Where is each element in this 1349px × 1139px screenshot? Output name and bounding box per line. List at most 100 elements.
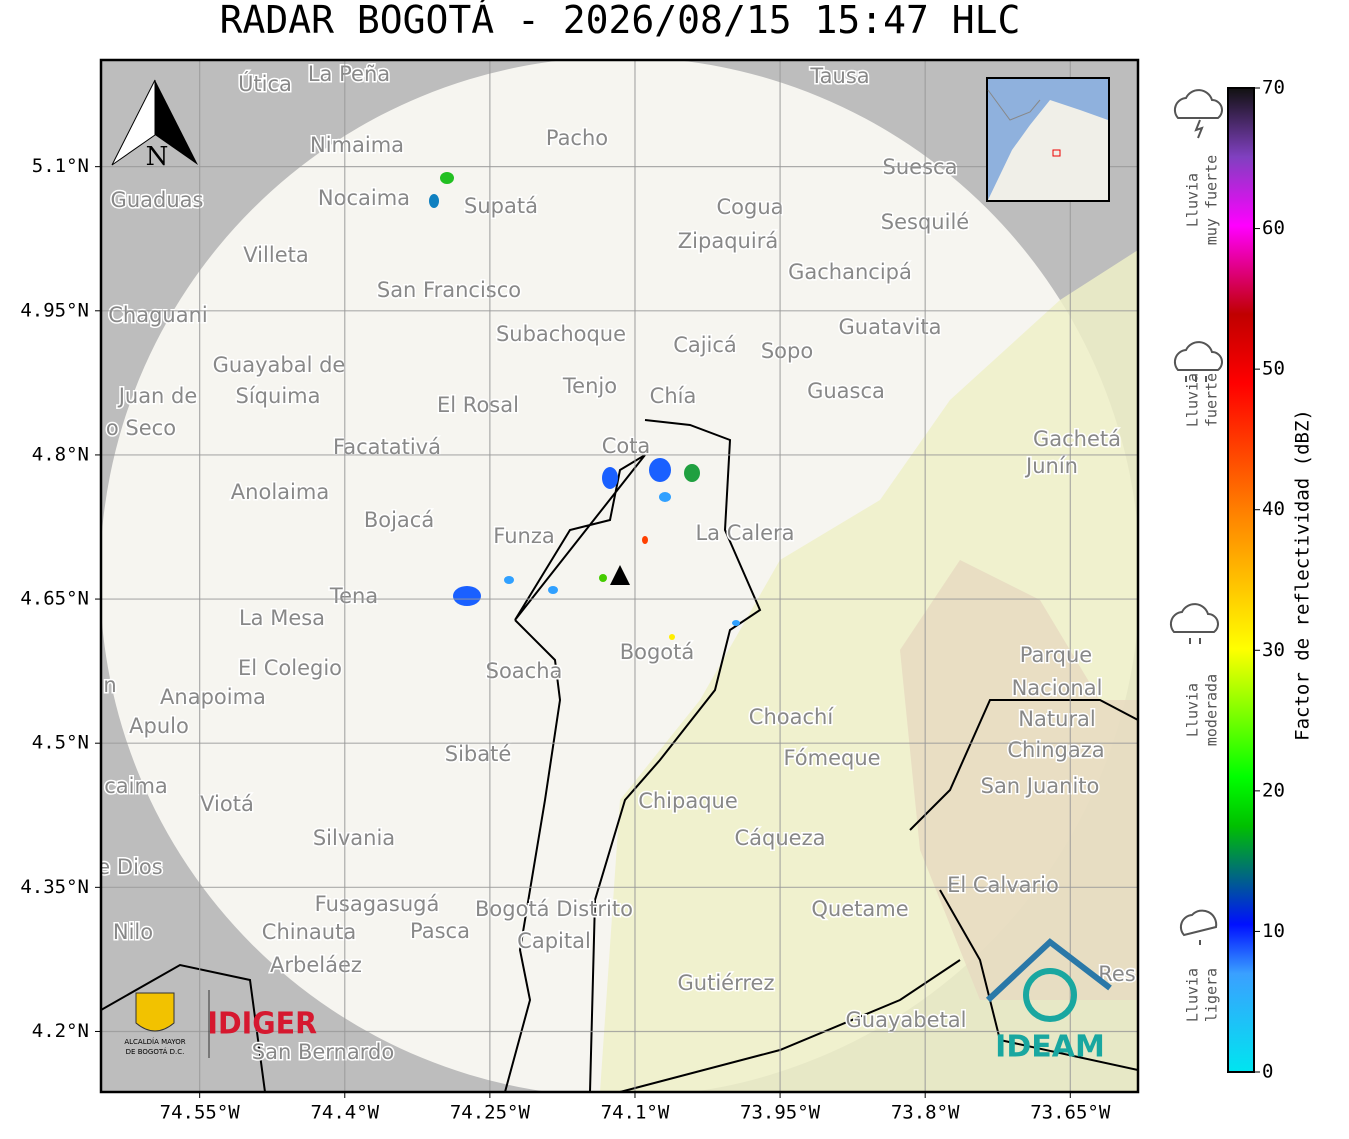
x-tick-label: 74.1°W (601, 1102, 670, 1124)
radar-echoes (429, 172, 740, 640)
place-label: Soacha (486, 659, 563, 683)
place-label: Bojacá (364, 508, 434, 532)
place-label: Gachancipá (788, 260, 912, 284)
legend-label: Lluvia (1184, 968, 1202, 1022)
place-label: Guaduas (111, 188, 204, 212)
place-label: San Bernardo (252, 1040, 394, 1064)
place-label: n (103, 673, 116, 697)
place-label: Útica (238, 71, 292, 96)
legend-label: Lluvia (1184, 373, 1202, 427)
map-frame (99, 58, 1140, 1094)
place-label: Bogotá (620, 640, 695, 664)
colorbar-tick-label: 40 (1262, 498, 1285, 520)
place-label: Fómeque (783, 746, 880, 770)
place-label: Choachí (749, 705, 835, 729)
place-label: Apulo (129, 714, 189, 738)
place-label: Guayabetal (846, 1008, 967, 1032)
place-label: Villeta (243, 243, 308, 267)
legend-label: moderada (1203, 674, 1221, 746)
place-label: Nilo (113, 920, 153, 944)
colorbar-tick-label: 50 (1262, 358, 1285, 380)
place-label: Silvania (313, 826, 395, 850)
north-label: N (146, 142, 169, 172)
title: RADAR BOGOTÁ - 2026/08/15 15:47 HLC (220, 0, 1021, 42)
place-label: Junín (1024, 454, 1078, 478)
x-tick-label: 73.65°W (1030, 1102, 1111, 1124)
place-label: Subachoque (496, 322, 626, 346)
logo-ideam-text: IDEAM (995, 1030, 1105, 1065)
legend-label: ligera (1203, 968, 1221, 1022)
place-label: Juan de (117, 384, 198, 408)
place-label: Fusagasugá (315, 892, 440, 916)
colorbar-tick-label: 10 (1262, 920, 1285, 942)
y-tick-label: 4.5°N (32, 732, 89, 754)
y-tick-label: 4.65°N (20, 588, 89, 610)
legend-label: Lluvia (1184, 173, 1202, 227)
place-label: Pacho (546, 126, 608, 150)
colorbar-label: Factor de reflectividad (dBZ) (1292, 409, 1314, 741)
place-label: Pasca (410, 919, 470, 943)
y-tick-label: 4.2°N (32, 1020, 89, 1042)
colorbar-tick-label: 20 (1262, 779, 1285, 801)
place-label: Anapoima (160, 685, 266, 709)
place-label: Anolaima (231, 480, 329, 504)
place-label: Chipaque (638, 789, 738, 813)
y-tick-label: 4.35°N (20, 876, 89, 898)
x-tick-label: 74.55°W (160, 1102, 241, 1124)
place-label: Supatá (464, 194, 538, 218)
place-label: Capital (517, 929, 591, 953)
place-label: Funza (493, 524, 554, 548)
place-label: Natural (1018, 707, 1095, 731)
place-label: Tausa (809, 64, 869, 88)
place-label: Bogotá Distrito (475, 897, 633, 921)
x-tick-label: 74.4°W (310, 1102, 379, 1124)
place-label: Chinauta (262, 920, 356, 944)
inset-map (986, 77, 1110, 202)
place-label: Sopo (761, 339, 813, 363)
place-label: Tenjo (562, 374, 617, 398)
place-label: Tena (329, 584, 378, 608)
colorbar-tick-label: 70 (1262, 77, 1285, 99)
place-label: Nacional (1012, 676, 1103, 700)
place-label: Arbeláez (270, 953, 362, 977)
place-label: Viotá (200, 792, 254, 816)
rain-icons (1169, 89, 1223, 945)
y-tick-label: 5.1°N (32, 155, 89, 177)
place-label: La Calera (695, 521, 794, 545)
legend-label: fuerte (1203, 373, 1221, 427)
y-tick-label: 4.95°N (20, 299, 89, 321)
place-label: Cogua (716, 195, 783, 219)
map: La Peña Útica Tausa Pacho Nimaima Nocaima Supa… (97, 60, 1138, 1092)
place-label: Nocaima (318, 186, 410, 210)
legend-label: Lluvia (1184, 683, 1202, 737)
place-label: e Dios (97, 855, 162, 879)
place-label: caima (104, 774, 168, 798)
place-label: El Colegio (238, 656, 342, 680)
place-label: Chía (650, 384, 697, 408)
place-label: La Peña (308, 62, 390, 86)
y-tick-label: 4.8°N (32, 443, 89, 465)
colorbar-tick-label: 60 (1262, 217, 1285, 239)
place-label: El Calvario (947, 873, 1059, 897)
colorbar-tick-label: 0 (1262, 1061, 1273, 1083)
place-label: El Rosal (437, 393, 519, 417)
alcaldia-line: ALCALDÍA MAYOR (124, 1037, 185, 1046)
logo-idiger: IDIGER (207, 1006, 317, 1041)
place-label: Gutiérrez (678, 971, 775, 995)
x-tick-label: 73.95°W (740, 1102, 821, 1124)
logo-alcaldia: ALCALDÍA MAYOR DE BOGOTÁ D.C. IDIGER (124, 990, 317, 1058)
place-label: Quetame (811, 897, 908, 921)
place-label: Guasca (807, 379, 885, 403)
place-label: La Mesa (239, 606, 325, 630)
place-label: Cajicá (673, 333, 737, 357)
place-label: Gachetá (1033, 427, 1121, 451)
colorbar (1227, 87, 1255, 1073)
alcaldia-line: DE BOGOTÁ D.C. (126, 1047, 185, 1056)
place-label: Síquima (236, 384, 321, 408)
place-label: Guatavita (839, 315, 942, 339)
x-tick-label: 74.25°W (450, 1102, 531, 1124)
place-label: Parque (1020, 643, 1092, 667)
place-label: Guayabal de (213, 353, 346, 377)
place-label: o Seco (106, 416, 176, 440)
